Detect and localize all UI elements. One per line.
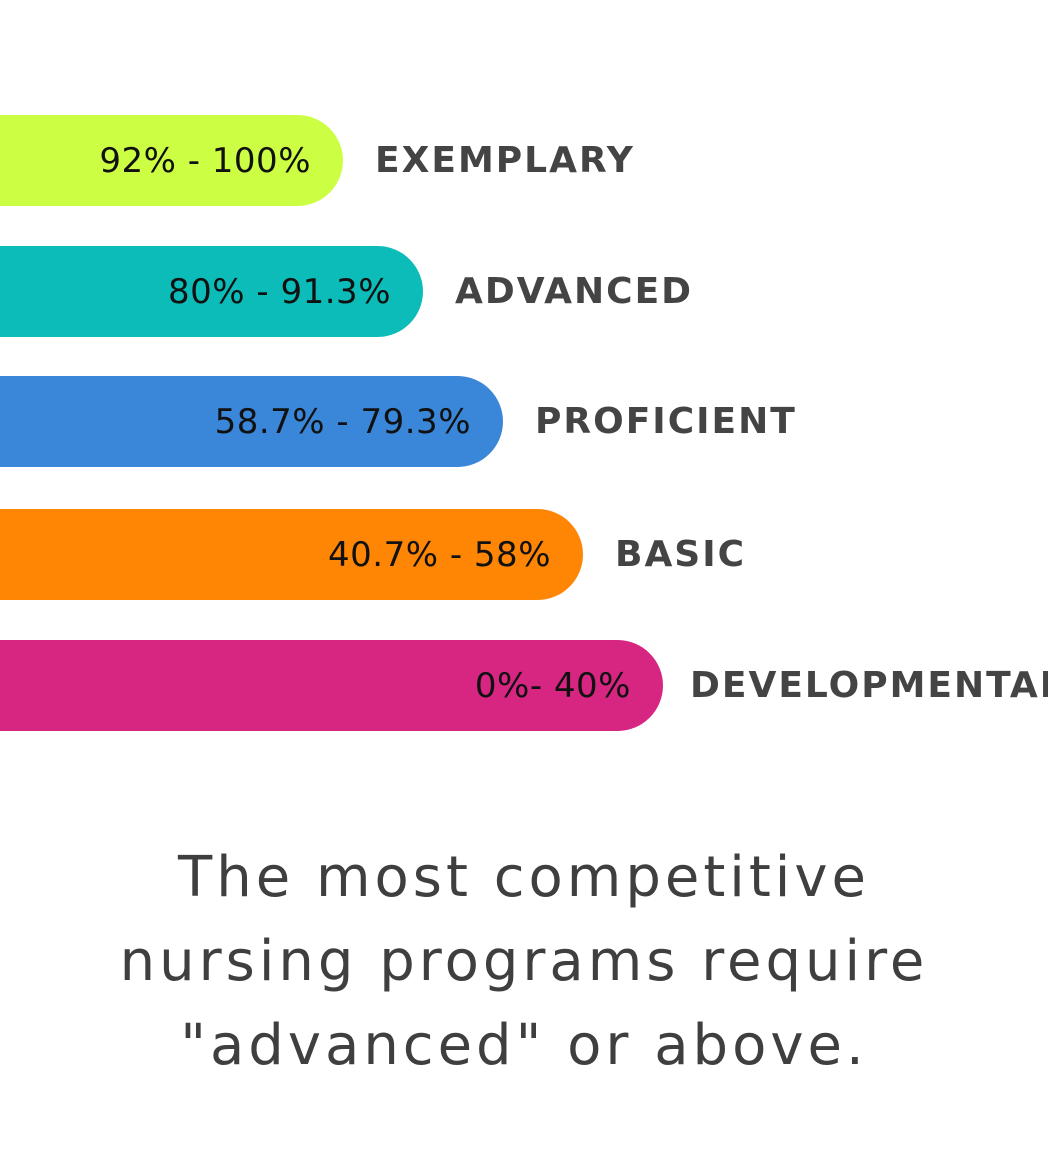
level-name-proficient: PROFICIENT xyxy=(535,401,797,442)
level-name-exemplary: EXEMPLARY xyxy=(375,140,635,181)
caption: The most competitive nursing programs re… xyxy=(24,836,1024,1088)
level-row-exemplary: 92% - 100% EXEMPLARY xyxy=(0,115,1048,206)
level-bar-exemplary: 92% - 100% xyxy=(0,115,343,206)
level-name-basic: BASIC xyxy=(615,534,747,575)
level-name-developmental: DEVELOPMENTAL xyxy=(690,665,1048,706)
level-bar-basic: 40.7% - 58% xyxy=(0,509,583,600)
caption-line: nursing programs require xyxy=(119,929,929,994)
caption-line: "advanced" or above. xyxy=(180,1013,868,1078)
level-row-basic: 40.7% - 58% BASIC xyxy=(0,509,1048,600)
level-row-advanced: 80% - 91.3% ADVANCED xyxy=(0,246,1048,337)
caption-line: The most competitive xyxy=(178,845,870,910)
level-row-proficient: 58.7% - 79.3% PROFICIENT xyxy=(0,376,1048,467)
level-range-exemplary: 92% - 100% xyxy=(99,140,311,181)
level-range-advanced: 80% - 91.3% xyxy=(168,271,391,312)
level-name-advanced: ADVANCED xyxy=(455,271,694,312)
level-bar-developmental: 0%- 40% xyxy=(0,640,663,731)
level-range-proficient: 58.7% - 79.3% xyxy=(214,401,471,442)
level-range-developmental: 0%- 40% xyxy=(474,665,631,706)
score-levels: 92% - 100% EXEMPLARY 80% - 91.3% ADVANCE… xyxy=(0,115,1048,731)
level-row-developmental: 0%- 40% DEVELOPMENTAL xyxy=(0,640,1048,731)
level-bar-proficient: 58.7% - 79.3% xyxy=(0,376,503,467)
level-bar-advanced: 80% - 91.3% xyxy=(0,246,423,337)
level-range-basic: 40.7% - 58% xyxy=(328,534,551,575)
